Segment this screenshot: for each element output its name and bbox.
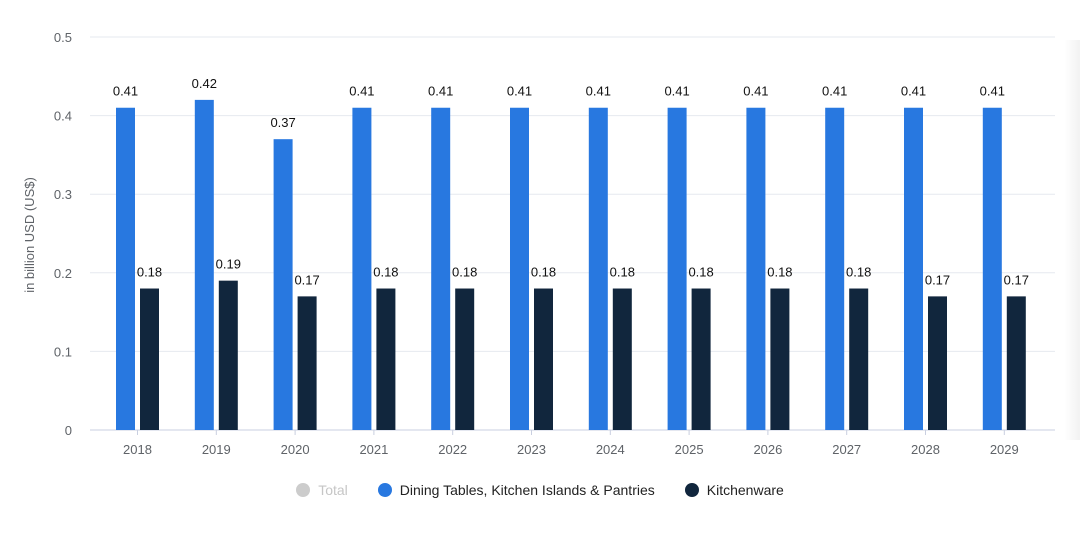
bar-dining-tables[interactable] — [273, 139, 293, 430]
bar-dining-tables[interactable] — [904, 107, 923, 431]
bar-kitchenware[interactable] — [455, 288, 475, 430]
data-label: 0.41 — [428, 84, 453, 99]
x-tick-label: 2026 — [753, 442, 782, 457]
x-tick-label: 2022 — [438, 442, 467, 457]
y-tick-label: 0.1 — [54, 344, 72, 359]
data-label: 0.18 — [846, 265, 871, 280]
x-tick-label: 2028 — [911, 442, 940, 457]
data-label: 0.41 — [901, 84, 926, 99]
data-label: 0.41 — [349, 84, 374, 99]
y-axis-ticks: 0 0.1 0.2 0.3 0.4 0.5 — [54, 30, 72, 438]
y-tick-label: 0.4 — [54, 109, 72, 124]
data-label: 0.41 — [980, 84, 1005, 99]
x-axis-ticks: 2018 2019 2020 2021 2022 2023 2024 2025 2026 2027… — [123, 430, 1019, 457]
bar-kitchenware[interactable] — [1006, 296, 1026, 430]
legend: Total Dining Tables, Kitchen Islands & Pa… — [0, 478, 1080, 502]
x-tick-label: 2018 — [123, 442, 152, 457]
data-label: 0.41 — [113, 84, 138, 99]
x-tick-label: 2024 — [596, 442, 625, 457]
legend-item-dining-tables[interactable]: Dining Tables, Kitchen Islands & Pantrie… — [377, 482, 655, 498]
legend-marker-icon — [377, 483, 392, 497]
legend-label: Total — [318, 482, 348, 498]
data-label: 0.18 — [610, 265, 635, 280]
bar-kitchenware[interactable] — [612, 288, 632, 430]
data-label: 0.17 — [925, 272, 950, 287]
y-tick-label: 0.2 — [54, 266, 72, 281]
data-label: 0.42 — [192, 76, 217, 91]
bar-kitchenware[interactable] — [140, 288, 159, 430]
data-label: 0.18 — [531, 265, 556, 280]
data-label: 0.17 — [294, 272, 319, 287]
bar-dining-tables[interactable] — [746, 107, 766, 431]
data-label: 0.18 — [452, 265, 477, 280]
data-label: 0.17 — [1004, 272, 1029, 287]
bar-dining-tables[interactable] — [667, 107, 687, 431]
data-label: 0.41 — [822, 84, 847, 99]
data-label: 0.18 — [767, 265, 792, 280]
bar-kitchenware[interactable] — [691, 288, 711, 430]
bar-kitchenware[interactable] — [297, 296, 317, 430]
x-tick-label: 2020 — [281, 442, 310, 457]
bar-dining-tables[interactable] — [588, 107, 608, 431]
data-label: 0.41 — [586, 84, 611, 99]
x-tick-label: 2027 — [832, 442, 861, 457]
x-tick-label: 2029 — [990, 442, 1019, 457]
grid-lines — [90, 36, 1055, 431]
bar-kitchenware[interactable] — [376, 288, 396, 430]
data-label: 0.41 — [743, 84, 768, 99]
legend-label: Kitchenware — [706, 482, 784, 498]
legend-marker-icon — [296, 483, 311, 497]
x-tick-label: 2019 — [202, 442, 231, 457]
bar-kitchenware[interactable] — [218, 280, 238, 430]
x-tick-label: 2023 — [517, 442, 546, 457]
legend-marker-icon — [684, 483, 699, 497]
bar-dining-tables[interactable] — [352, 107, 372, 431]
scroll-edge-shadow — [1064, 40, 1080, 440]
bar-kitchenware[interactable] — [534, 288, 553, 430]
legend-label: Dining Tables, Kitchen Islands & Pantrie… — [399, 482, 655, 498]
data-label: 0.19 — [216, 257, 241, 272]
bar-dining-tables[interactable] — [431, 107, 451, 431]
bar-kitchenware[interactable] — [770, 288, 790, 430]
bar-kitchenware[interactable] — [849, 288, 869, 430]
bar-dining-tables[interactable] — [982, 107, 1002, 431]
bar-dining-tables[interactable] — [194, 99, 214, 430]
data-label: 0.18 — [688, 265, 713, 280]
bar-dining-tables[interactable] — [825, 107, 845, 431]
bars: 0.41 0.18 0.42 0.19 0.37 0.17 0.41 0.18 0.41 0.18… — [113, 76, 1029, 431]
bar-kitchenware[interactable] — [928, 296, 947, 430]
y-tick-label: 0 — [65, 423, 72, 438]
data-label: 0.18 — [373, 265, 398, 280]
legend-item-kitchenware[interactable]: Kitchenware — [684, 482, 784, 498]
data-label: 0.41 — [664, 84, 689, 99]
y-axis-title: in billion USD (US$) — [22, 177, 37, 293]
x-tick-label: 2021 — [359, 442, 388, 457]
y-tick-label: 0.5 — [54, 30, 72, 45]
bar-dining-tables[interactable] — [510, 107, 529, 431]
x-tick-label: 2025 — [675, 442, 704, 457]
data-label: 0.18 — [137, 265, 162, 280]
bar-dining-tables[interactable] — [116, 107, 135, 431]
y-tick-label: 0.3 — [54, 187, 72, 202]
legend-item-total[interactable]: Total — [296, 482, 348, 498]
data-label: 0.37 — [270, 115, 295, 130]
data-label: 0.41 — [507, 84, 532, 99]
